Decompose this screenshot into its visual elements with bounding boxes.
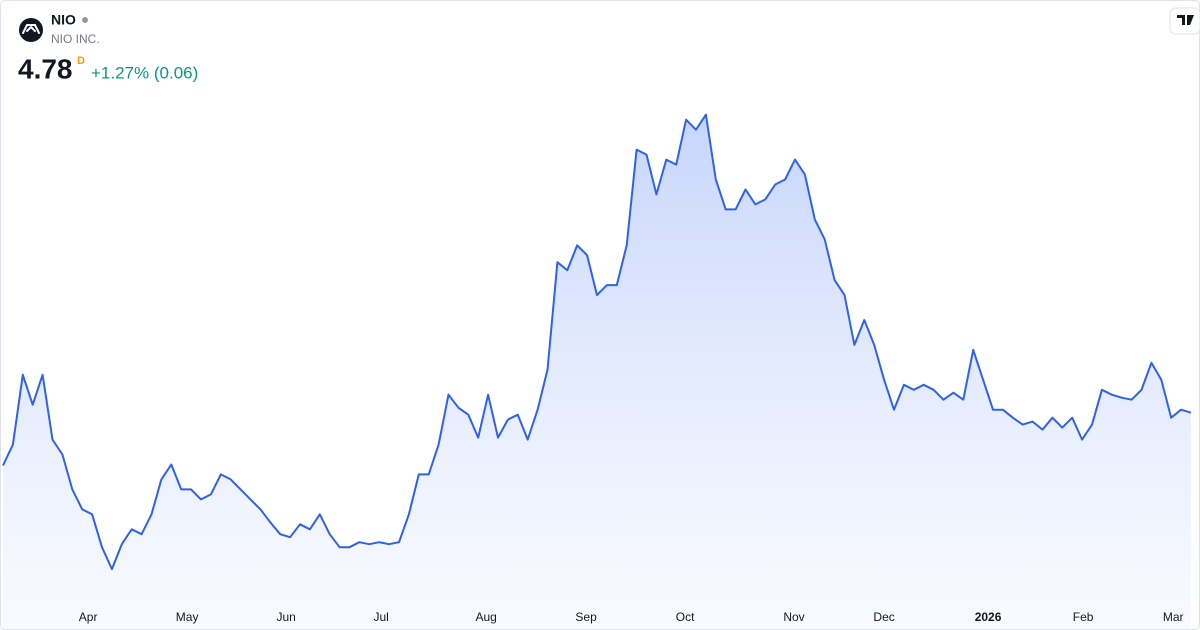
x-tick-label: 2026 [975, 610, 1002, 624]
price-line [2, 113, 1192, 571]
symbol: NIO [51, 12, 76, 28]
price: 4.78 [18, 53, 73, 84]
x-tick-label: Jun [276, 610, 295, 624]
tradingview-logo[interactable] [1169, 7, 1200, 35]
plot-area [2, 113, 1192, 629]
x-tick-label: Aug [475, 610, 496, 624]
x-tick-label: Nov [783, 610, 804, 624]
x-tick-label: Dec [873, 610, 894, 624]
company-name: NIO INC. [51, 32, 100, 46]
logo [19, 18, 43, 42]
interval: D [77, 55, 85, 67]
area [3, 114, 1191, 629]
x-tick-label: Apr [79, 610, 98, 624]
x-tick-label: Sep [575, 610, 597, 624]
change: +1.27% (0.06) [91, 63, 198, 82]
status-dot [82, 17, 88, 23]
x-tick-label: Jul [374, 610, 389, 624]
x-tick-label: Feb [1073, 610, 1094, 624]
x-tick-label: Oct [676, 610, 695, 624]
x-tick-label: Mar [1163, 610, 1184, 624]
x-tick-label: May [176, 610, 199, 624]
